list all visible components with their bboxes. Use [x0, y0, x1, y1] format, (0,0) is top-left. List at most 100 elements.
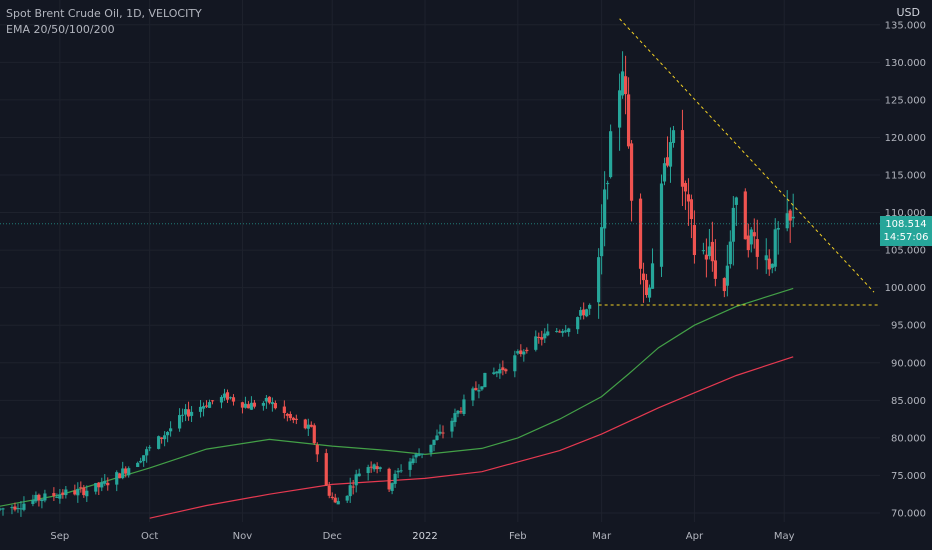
candle-body	[243, 403, 248, 408]
candle-body	[650, 263, 655, 289]
candle-body	[64, 489, 68, 496]
x-tick-label: Dec	[323, 531, 342, 542]
candle-body	[707, 246, 711, 257]
candle-body	[1, 508, 5, 510]
candle-body	[501, 367, 505, 371]
y-tick-label: 75.000	[891, 471, 926, 482]
y-tick-label: 85.000	[891, 396, 926, 407]
trend-lines	[0, 18, 880, 306]
y-tick-label: 135.000	[885, 20, 926, 31]
candle-body	[294, 418, 298, 420]
candle-body	[731, 207, 735, 242]
candle-body	[435, 435, 439, 441]
candle-body	[252, 402, 257, 407]
y-tick-label: 95.000	[891, 321, 926, 332]
candle-body	[219, 396, 224, 403]
candle-body	[471, 388, 475, 401]
trend-line-descending	[619, 18, 875, 293]
candle-body	[163, 435, 167, 440]
x-tick-label: 2022	[412, 531, 437, 542]
x-tick-label: Oct	[141, 531, 158, 542]
candle-body	[459, 411, 463, 413]
candle-body	[393, 473, 397, 484]
candle-body	[22, 503, 26, 510]
candle-body	[76, 488, 80, 496]
candle-body	[438, 431, 442, 434]
candle-body	[166, 431, 170, 436]
candle-body	[327, 485, 331, 496]
candle-body	[58, 494, 62, 499]
candle-body	[638, 198, 643, 269]
x-tick-label: Sep	[50, 531, 69, 542]
y-tick-label: 125.000	[885, 95, 926, 106]
x-tick-label: May	[774, 531, 795, 542]
currency-label[interactable]: USD	[896, 6, 920, 19]
candle-body	[97, 482, 101, 488]
candle-body	[270, 402, 274, 405]
candle-body	[261, 402, 266, 406]
candle-body	[420, 453, 424, 455]
candle-body	[516, 351, 520, 354]
candle-body	[142, 455, 146, 461]
candle-body	[543, 333, 547, 339]
candle-body	[145, 449, 149, 456]
candle-body	[85, 490, 89, 497]
candle-body	[157, 436, 161, 449]
candle-body	[564, 330, 568, 332]
x-tick-label: Nov	[233, 531, 253, 542]
candle-body	[767, 258, 771, 270]
candle-body	[100, 482, 104, 488]
grid	[0, 0, 880, 522]
candle-body	[576, 317, 580, 330]
candle-body	[273, 402, 277, 409]
candle-body	[186, 409, 191, 417]
candle-body	[752, 232, 756, 237]
candle-body	[180, 414, 185, 416]
candle-body	[722, 278, 726, 292]
candle-body	[755, 239, 759, 257]
candle-body	[567, 328, 571, 333]
candle-body	[408, 461, 412, 470]
candle-body	[647, 287, 652, 298]
candle-body	[644, 279, 649, 296]
candle-body	[324, 453, 328, 486]
indicator-label[interactable]: EMA 20/50/100/200	[6, 23, 115, 36]
candle-body	[743, 191, 747, 240]
candle-body	[106, 482, 110, 486]
candle-body	[728, 241, 732, 265]
candle-body	[609, 131, 613, 178]
chart-legend: Spot Brent Crude Oil, 1D, VELOCITY EMA 2…	[6, 6, 202, 38]
candle-body	[10, 507, 14, 509]
candle-body	[495, 371, 499, 374]
candle-body	[189, 411, 194, 416]
candle-body	[725, 265, 729, 286]
candle-body	[231, 397, 236, 402]
candle-body	[34, 494, 38, 502]
candle-body	[659, 183, 664, 267]
ema-lines	[0, 287, 794, 519]
y-tick-label: 90.000	[891, 358, 926, 369]
candle-body	[118, 473, 122, 479]
candle-body	[285, 413, 289, 416]
candle-body	[0, 508, 2, 510]
candle-body	[546, 331, 550, 336]
candle-body	[351, 486, 355, 488]
candle-body	[623, 76, 628, 95]
candle-body	[121, 468, 125, 479]
candle-body	[480, 386, 484, 390]
time-axis: Sep Oct Nov Dec 2022 Feb Mar Apr May	[50, 531, 794, 542]
candle-body	[558, 331, 562, 333]
candle-body	[483, 372, 487, 388]
y-tick-label: 80.000	[891, 433, 926, 444]
candle-body	[291, 417, 295, 421]
candle-body	[582, 309, 586, 316]
candle-body	[680, 130, 685, 187]
candle-body	[13, 506, 17, 510]
candle-body	[333, 497, 337, 503]
y-tick-label: 70.000	[891, 508, 926, 519]
candle-body	[770, 263, 774, 268]
candle-body	[701, 250, 706, 252]
candle-body	[620, 71, 625, 96]
candle-body	[641, 273, 646, 281]
